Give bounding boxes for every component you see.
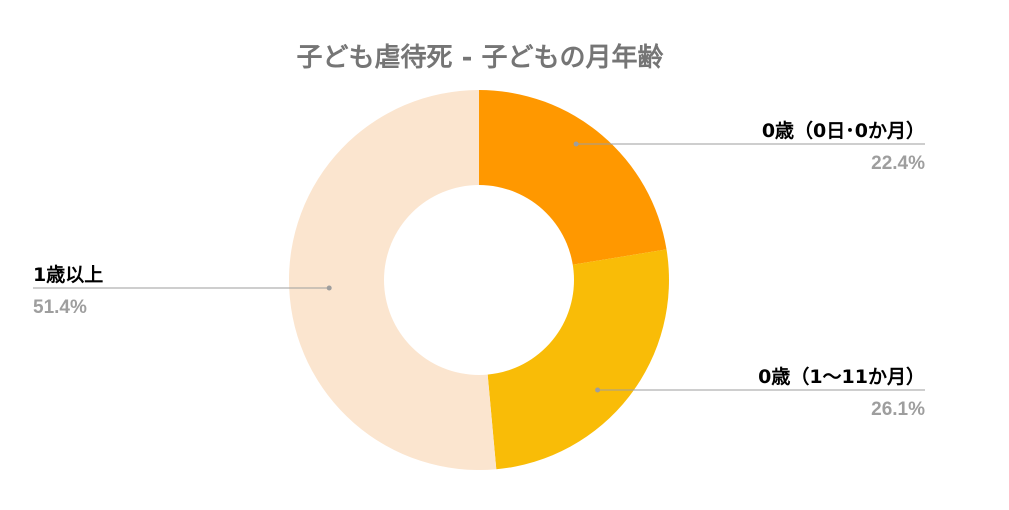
slice-value-label: 22.4% <box>871 153 925 174</box>
donut-hole <box>384 185 574 375</box>
leader-dot <box>595 387 601 393</box>
labels-group: 0歳（0日･0か月） 22.4% 0歳（1〜11か月） 26.1% 1歳以上 51.4% <box>33 119 925 420</box>
slice-label: 1歳以上 <box>33 264 103 286</box>
slice-value-label: 26.1% <box>871 399 925 420</box>
chart-title: 子ども虐待死 - 子どもの月年齢 <box>297 42 665 73</box>
leader-dot <box>573 141 579 147</box>
slice-label: 0歳（0日･0か月） <box>762 119 925 142</box>
slice-value-label: 51.4% <box>33 297 87 318</box>
leader-dot <box>326 285 332 291</box>
slice-label: 0歳（1〜11か月） <box>758 365 925 388</box>
